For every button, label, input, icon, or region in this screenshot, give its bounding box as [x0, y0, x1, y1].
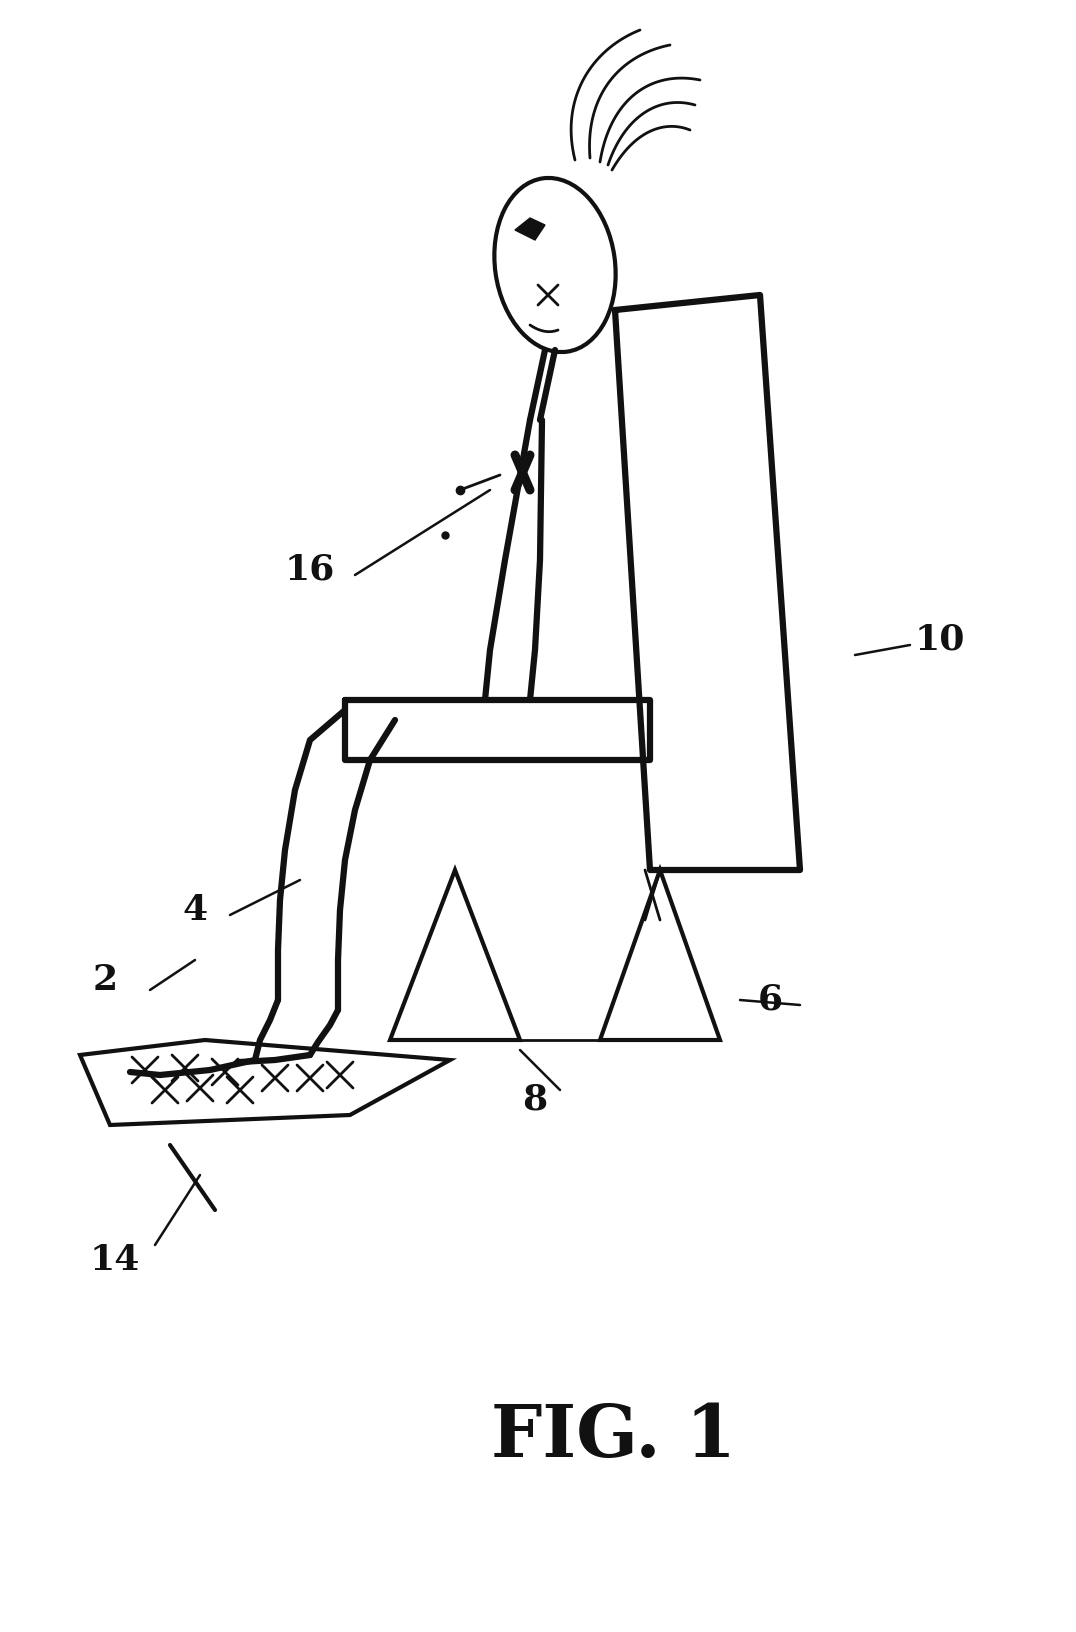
Text: FIG. 1: FIG. 1 [491, 1400, 736, 1472]
Text: 14: 14 [89, 1244, 140, 1276]
Text: 10: 10 [915, 623, 965, 658]
Polygon shape [515, 219, 546, 240]
Text: 16: 16 [285, 553, 336, 588]
Text: 4: 4 [183, 893, 208, 927]
Text: 8: 8 [523, 1084, 548, 1116]
Text: 6: 6 [758, 982, 782, 1017]
Text: 2: 2 [93, 963, 117, 997]
